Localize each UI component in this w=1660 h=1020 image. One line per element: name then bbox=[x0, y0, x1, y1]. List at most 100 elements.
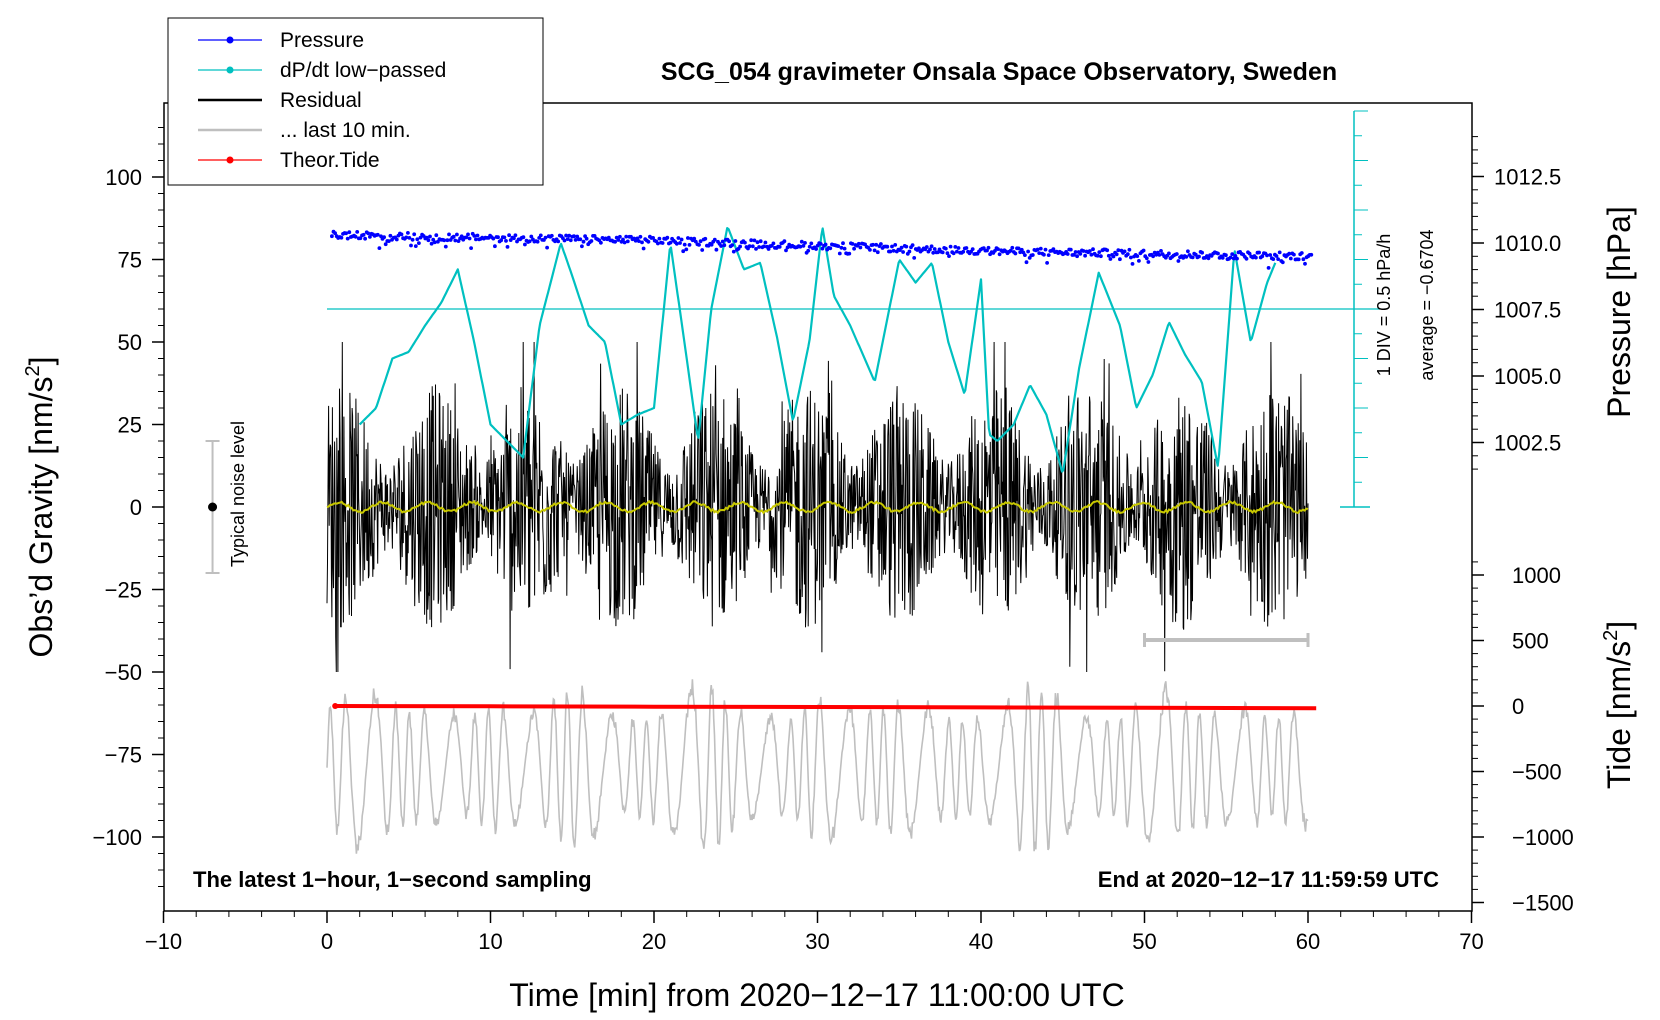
pressure-point bbox=[719, 244, 723, 248]
pressure-point bbox=[682, 242, 687, 247]
pressure-point bbox=[429, 241, 434, 246]
pressure-point bbox=[1220, 256, 1225, 260]
pressure-point bbox=[731, 249, 736, 254]
pressure-point bbox=[1013, 251, 1018, 256]
pressure-point bbox=[529, 234, 534, 239]
pressure-point bbox=[622, 240, 627, 245]
pressure-point bbox=[1268, 253, 1273, 257]
pressure-point bbox=[584, 236, 589, 241]
pressure-point bbox=[464, 235, 469, 240]
axis-tick-labels: −10 0 10 20 30 40 50 60 701007550250−25−50−75−10… bbox=[92, 165, 1573, 955]
pressure-point bbox=[538, 233, 543, 238]
pressure-point bbox=[956, 246, 961, 250]
pressure-point bbox=[394, 237, 399, 242]
pressure-point bbox=[426, 238, 431, 243]
pressure-point bbox=[344, 231, 348, 236]
residual-mean-line bbox=[326, 499, 1309, 515]
x-tick-label: 0 bbox=[321, 929, 333, 954]
pressure-point bbox=[625, 239, 630, 244]
pressure-point bbox=[568, 238, 573, 243]
pressure-point bbox=[837, 251, 842, 256]
chart-annotations bbox=[205, 110, 1380, 647]
pressure-point bbox=[1051, 247, 1056, 252]
pressure-point bbox=[572, 234, 576, 239]
note-right: End at 2020−12−17 11:59:59 UTC bbox=[1098, 867, 1439, 892]
pressure-point bbox=[1030, 253, 1035, 257]
pressure-point bbox=[931, 250, 936, 255]
pressure-point bbox=[1114, 252, 1119, 257]
y-axis-label-tide-sup: 2 bbox=[1600, 630, 1622, 641]
pressure-point bbox=[700, 248, 705, 252]
pressure-point bbox=[912, 256, 917, 260]
pressure-point bbox=[545, 245, 549, 250]
pressure-point bbox=[910, 243, 915, 248]
pressure-point bbox=[893, 243, 898, 247]
pressure-point bbox=[899, 245, 904, 250]
pressure-point bbox=[575, 234, 580, 239]
noise-level-label: Typical noise level bbox=[228, 421, 248, 567]
pressure-point bbox=[1045, 261, 1049, 265]
pressure-point bbox=[986, 245, 991, 250]
pressure-point bbox=[720, 239, 725, 244]
pressure-point bbox=[581, 239, 586, 244]
pressure-point bbox=[852, 246, 856, 251]
pressure-point bbox=[472, 234, 477, 238]
y-axis-label-tide-main: Tide [nm/s bbox=[1601, 641, 1637, 789]
y-tick-label: −75 bbox=[105, 743, 142, 768]
pressure-point bbox=[535, 239, 540, 244]
pressure-point bbox=[1299, 251, 1304, 255]
pressure-point bbox=[493, 244, 497, 249]
pressure-point bbox=[1087, 249, 1092, 253]
pressure-point bbox=[404, 235, 409, 240]
last-10-min-line bbox=[326, 679, 1309, 854]
pressure-point bbox=[502, 235, 507, 240]
pressure-point bbox=[970, 247, 975, 252]
legend-label: Pressure bbox=[280, 29, 364, 52]
noise-bar-center bbox=[208, 502, 218, 512]
pressure-point bbox=[361, 232, 366, 237]
pressure-point bbox=[936, 250, 940, 255]
pressure-point bbox=[543, 235, 548, 240]
pressure-point bbox=[948, 244, 953, 249]
pressure-point bbox=[1135, 254, 1140, 258]
dpdt-line bbox=[358, 227, 1277, 473]
pressure-point bbox=[1024, 260, 1029, 265]
tide-tick-label: 1000 bbox=[1512, 563, 1561, 588]
pressure-point bbox=[447, 232, 451, 237]
pressure-point bbox=[453, 238, 458, 243]
pressure-point bbox=[730, 243, 735, 248]
pressure-point bbox=[904, 244, 909, 249]
chart-title: SCG_054 gravimeter Onsala Space Observat… bbox=[661, 58, 1337, 86]
pressure-point bbox=[1008, 248, 1013, 253]
pressure-point bbox=[709, 242, 714, 247]
pressure-point bbox=[418, 235, 423, 240]
pressure-point bbox=[656, 241, 660, 246]
pressure-point bbox=[686, 236, 690, 240]
y-tick-label: 50 bbox=[118, 330, 142, 355]
dpdt-average-label: average = −0.6704 bbox=[1417, 229, 1437, 380]
pressure-point bbox=[415, 237, 420, 242]
pressure-point bbox=[1174, 252, 1179, 256]
pressure-point bbox=[1200, 250, 1204, 255]
pressure-point bbox=[474, 237, 478, 242]
pressure-point bbox=[799, 239, 804, 244]
pressure-point bbox=[1111, 254, 1116, 259]
pressure-point bbox=[513, 233, 518, 238]
pressure-point bbox=[589, 239, 594, 243]
pressure-point bbox=[638, 234, 643, 239]
residual-line bbox=[326, 341, 1309, 673]
x-tick-label: 70 bbox=[1459, 929, 1483, 954]
pressure-point bbox=[1288, 256, 1293, 261]
pressure-point bbox=[809, 241, 814, 246]
pressure-point bbox=[714, 247, 719, 252]
pressure-point bbox=[1081, 249, 1086, 253]
pressure-point bbox=[375, 232, 380, 237]
tide-tick-label: −1500 bbox=[1512, 891, 1574, 916]
pressure-point bbox=[333, 231, 337, 236]
pressure-point bbox=[556, 239, 561, 244]
pressure-point bbox=[874, 242, 879, 247]
y-axis-label-tide: Tide [nm/s2] bbox=[1600, 621, 1637, 789]
tide-start-point bbox=[332, 703, 339, 709]
legend: Pressure dP/dt low−passed Residual ... last… bbox=[167, 17, 544, 186]
pressure-point bbox=[814, 247, 818, 251]
